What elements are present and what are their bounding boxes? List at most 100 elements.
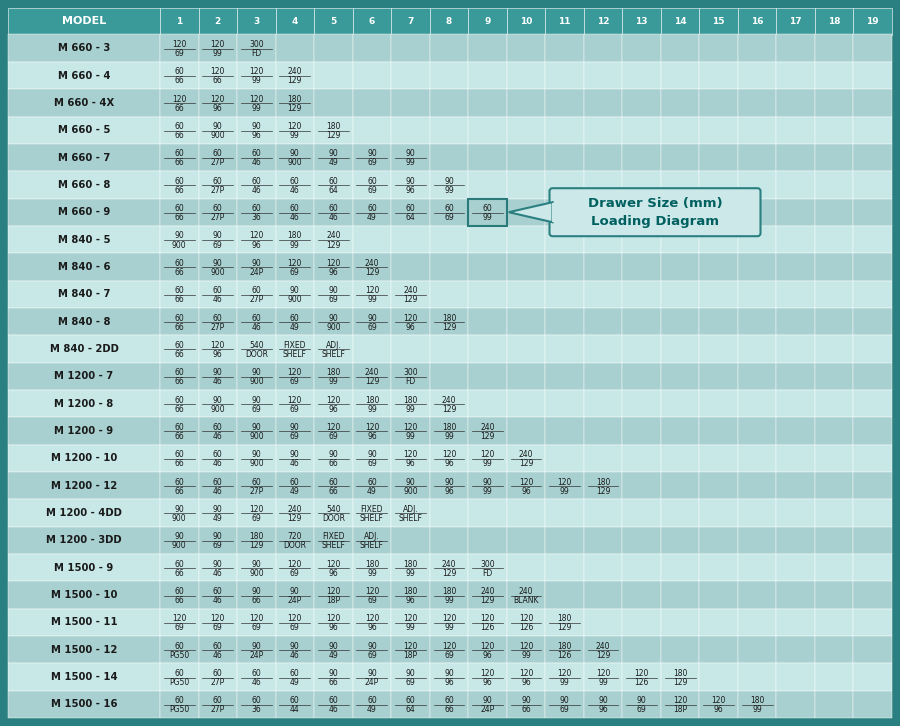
Text: 90: 90	[290, 286, 300, 295]
Text: 96: 96	[328, 268, 338, 277]
Bar	[622, 582, 661, 608]
Bar	[429, 472, 468, 499]
Bar	[237, 144, 275, 171]
Text: 126: 126	[518, 624, 533, 632]
Bar	[545, 472, 584, 499]
Text: 90: 90	[406, 478, 415, 486]
Bar	[237, 198, 275, 226]
Text: 120: 120	[518, 642, 533, 650]
Text: M 660 - 3: M 660 - 3	[58, 43, 110, 53]
Text: 120: 120	[364, 614, 379, 623]
Bar	[199, 390, 237, 417]
Text: 15: 15	[713, 17, 725, 25]
Bar	[584, 89, 622, 116]
Bar	[429, 226, 468, 253]
Text: 69: 69	[290, 404, 300, 414]
Text: 90: 90	[521, 696, 531, 705]
Bar	[392, 417, 429, 444]
Text: 46: 46	[213, 596, 222, 605]
Bar	[661, 690, 699, 718]
Bar	[661, 472, 699, 499]
Bar	[661, 526, 699, 554]
Text: M 1500 - 14: M 1500 - 14	[50, 672, 117, 682]
Text: 49: 49	[328, 650, 338, 660]
Bar	[584, 664, 622, 690]
Text: 120: 120	[288, 122, 302, 131]
Bar	[199, 280, 237, 308]
Text: 240: 240	[364, 368, 379, 378]
Bar	[622, 62, 661, 89]
Bar	[314, 664, 353, 690]
Text: 129: 129	[557, 624, 572, 632]
Bar	[738, 198, 777, 226]
Text: FIXED: FIXED	[361, 505, 383, 514]
Bar	[507, 636, 545, 664]
Bar	[507, 253, 545, 280]
Bar	[814, 226, 853, 253]
Text: FIXED: FIXED	[322, 532, 345, 542]
Text: PG50: PG50	[169, 650, 189, 660]
Bar	[622, 35, 661, 62]
Bar	[275, 335, 314, 362]
Text: 69: 69	[213, 542, 222, 550]
Bar	[429, 89, 468, 116]
Bar	[199, 444, 237, 472]
Bar	[160, 335, 199, 362]
Text: 90: 90	[328, 286, 338, 295]
Text: 99: 99	[482, 486, 492, 496]
Bar	[8, 89, 160, 116]
Bar	[814, 608, 853, 636]
Text: ADJ.: ADJ.	[326, 340, 341, 350]
Text: 60: 60	[213, 204, 222, 213]
Bar	[738, 253, 777, 280]
Bar	[853, 171, 892, 198]
Bar	[622, 690, 661, 718]
Text: 60: 60	[213, 587, 222, 596]
Text: 64: 64	[328, 186, 338, 195]
Bar	[777, 526, 815, 554]
Text: 180: 180	[364, 560, 379, 568]
Bar	[392, 89, 429, 116]
Bar	[622, 444, 661, 472]
Text: 36: 36	[251, 705, 261, 714]
Bar	[777, 582, 815, 608]
Bar	[160, 664, 199, 690]
Bar	[738, 690, 777, 718]
Text: DOOR: DOOR	[245, 350, 268, 359]
Bar	[8, 608, 160, 636]
Text: 66: 66	[175, 104, 184, 113]
Text: 96: 96	[406, 596, 415, 605]
Text: 120: 120	[249, 505, 264, 514]
Bar	[777, 335, 815, 362]
Bar	[814, 253, 853, 280]
Text: 60: 60	[213, 423, 222, 432]
Text: 60: 60	[367, 696, 377, 705]
Bar	[584, 35, 622, 62]
Bar	[507, 362, 545, 390]
Bar	[507, 472, 545, 499]
Text: 60: 60	[290, 177, 300, 186]
Text: 66: 66	[175, 322, 184, 332]
Text: 66: 66	[175, 568, 184, 578]
Text: 99: 99	[406, 624, 415, 632]
Text: 180: 180	[364, 396, 379, 404]
Text: 69: 69	[560, 705, 570, 714]
Bar	[545, 554, 584, 582]
Text: PG50: PG50	[169, 678, 189, 687]
Text: 64: 64	[406, 213, 415, 222]
Bar	[738, 582, 777, 608]
Text: 90: 90	[251, 642, 261, 650]
Bar	[584, 226, 622, 253]
Bar	[545, 171, 584, 198]
Text: 120: 120	[326, 423, 340, 432]
Text: 60: 60	[213, 286, 222, 295]
Text: 120: 120	[442, 642, 456, 650]
Bar	[8, 582, 160, 608]
Bar	[392, 526, 429, 554]
Text: 129: 129	[326, 240, 340, 250]
Bar	[429, 664, 468, 690]
Bar	[275, 171, 314, 198]
Text: 60: 60	[175, 450, 184, 460]
Text: 66: 66	[175, 460, 184, 468]
Bar	[853, 417, 892, 444]
